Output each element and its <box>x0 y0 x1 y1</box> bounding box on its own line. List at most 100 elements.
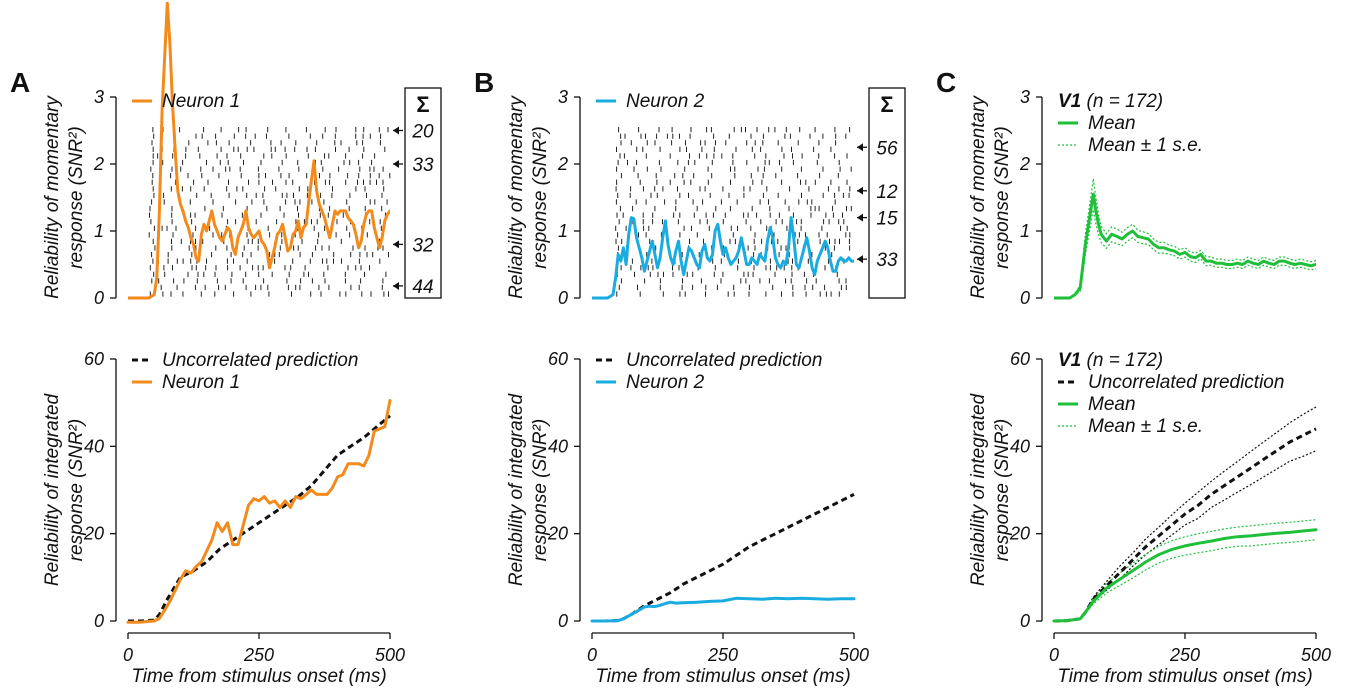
y-axis-label-b-top-line1: Reliability of momentary <box>506 95 527 299</box>
y-tick-label-b-bottom: 60 <box>548 349 568 369</box>
spike-count-box-a <box>404 87 442 299</box>
legend-header-c-top: V1 (n = 172) <box>1058 91 1163 112</box>
x-tick-label-c: 0 <box>1049 645 1059 665</box>
sigma-symbol-a: Σ <box>416 92 429 117</box>
x-tick-label-b: 250 <box>707 645 738 665</box>
series-line-c-bottom-5 <box>1053 539 1317 622</box>
x-axis-label-b: Time from stimulus onset (ms) <box>595 666 850 687</box>
y-tick-label-c-bottom: 60 <box>1010 349 1030 369</box>
spike-count-b-0: 56 <box>876 138 898 159</box>
count-arrowhead-a-1 <box>393 160 399 168</box>
legend-header-rest: (n = 172) <box>1081 91 1163 112</box>
x-tick-label-c: 250 <box>1169 645 1200 665</box>
y-tick-label-a-top: 0 <box>94 288 104 308</box>
y-tick-label-a-bottom: 60 <box>84 349 104 369</box>
count-arrowhead-b-0 <box>857 143 863 152</box>
series-line-b-top-0 <box>592 216 854 300</box>
axes-layer <box>110 87 1317 639</box>
y-tick-label-c-top: 2 <box>1019 154 1030 174</box>
y-tick-label-b-top: 0 <box>558 288 568 308</box>
legend-label-c-bottom-2: Mean ± 1 s.e. <box>1088 416 1203 437</box>
y-tick-label-b-bottom: 0 <box>558 611 568 631</box>
spike-rasters <box>148 127 852 297</box>
series-line-c-top-2 <box>1054 209 1316 299</box>
legend-header-bold: V1 <box>1058 350 1081 371</box>
y-tick-label-c-top: 3 <box>1020 87 1030 107</box>
count-arrowhead-b-1 <box>857 186 863 195</box>
series-line-c-top-1 <box>1054 178 1316 299</box>
spike-count-box-b <box>868 87 906 299</box>
sigma-symbol-b: Σ <box>880 92 893 117</box>
series-line-c-bottom-0 <box>1053 427 1317 623</box>
count-arrowhead-b-2 <box>857 213 863 222</box>
y-tick-label-b-top: 2 <box>557 154 568 174</box>
y-axis-label-c-top-line1: Reliability of momentary <box>968 95 989 299</box>
legend-label-c-bottom-0: Uncorrelated prediction <box>1088 372 1284 393</box>
series-line-c-top-0 <box>1054 192 1316 300</box>
series-line-b-bottom-0 <box>592 493 855 623</box>
y-tick-label-b-top: 3 <box>558 87 568 107</box>
y-axis-label-b-bottom-line2: response (SNR²) <box>530 419 551 562</box>
spike-count-a-1: 33 <box>412 155 434 176</box>
y-axis-label-a-top-line1: Reliability of momentary <box>42 95 63 299</box>
spike-count-a-0: 20 <box>411 122 434 143</box>
y-axis-label-a-top-line2: response (SNR²) <box>66 126 87 269</box>
y-tick-label-a-bottom: 40 <box>84 436 104 456</box>
legend-label-b-bottom-1: Neuron 2 <box>626 372 705 393</box>
legend-label-a-bottom-0: Uncorrelated prediction <box>162 350 358 371</box>
y-axis-label-c-bottom-line2: response (SNR²) <box>992 419 1013 562</box>
series-line-c-bottom-3 <box>1052 528 1318 623</box>
y-axis-label-a-bottom-line2: response (SNR²) <box>66 419 87 562</box>
spike-count-b-3: 33 <box>876 250 898 271</box>
y-axis-label-b-top-line2: response (SNR²) <box>530 126 551 269</box>
y-tick-label-c-top: 0 <box>1020 288 1030 308</box>
y-tick-label-a-bottom: 20 <box>83 524 104 544</box>
series-line-b-bottom-1 <box>590 596 856 623</box>
panel-letter-c: C <box>936 67 956 98</box>
legend-header-c-bottom: V1 (n = 172) <box>1058 350 1163 371</box>
y-axis-label-b-bottom-line1: Reliability of integrated <box>506 392 527 586</box>
legend-header-bold: V1 <box>1058 91 1081 112</box>
y-tick-label-b-bottom: 40 <box>548 436 568 456</box>
x-axis-label-c: Time from stimulus onset (ms) <box>1057 666 1312 687</box>
y-tick-label-a-bottom: 0 <box>94 611 104 631</box>
x-tick-label-b: 0 <box>587 645 597 665</box>
y-tick-label-a-top: 3 <box>94 87 104 107</box>
legend-label-a-top-0: Neuron 1 <box>162 91 240 112</box>
x-tick-label-a: 250 <box>243 645 274 665</box>
spike-count-b-2: 15 <box>876 209 898 230</box>
panel-letter-a: A <box>10 67 30 98</box>
x-tick-label-b: 500 <box>839 645 869 665</box>
y-tick-label-c-top: 1 <box>1020 221 1030 241</box>
spike-count-a-2: 32 <box>412 235 434 256</box>
y-axis-label-a-bottom-line1: Reliability of integrated <box>42 392 63 586</box>
count-arrowhead-a-3 <box>393 281 399 290</box>
y-tick-label-b-bottom: 20 <box>547 524 568 544</box>
y-axis-label-c-bottom-line1: Reliability of integrated <box>968 392 989 586</box>
count-arrowhead-a-0 <box>393 126 399 135</box>
series-line-a-bottom-1 <box>126 399 392 624</box>
y-axis-label-c-top-line2: response (SNR²) <box>992 126 1013 269</box>
panel-letter-b: B <box>474 67 494 98</box>
x-axis-label-a: Time from stimulus onset (ms) <box>131 666 386 687</box>
y-tick-label-c-bottom: 20 <box>1009 524 1030 544</box>
y-tick-label-a-top: 2 <box>93 154 104 174</box>
count-arrowhead-b-3 <box>857 255 863 264</box>
series-line-c-bottom-4 <box>1053 519 1317 622</box>
legend-label-a-bottom-1: Neuron 1 <box>162 372 240 393</box>
x-tick-label-a: 500 <box>375 645 405 665</box>
legend-label-b-top-0: Neuron 2 <box>626 91 705 112</box>
spike-count-b-1: 12 <box>876 182 898 203</box>
series-line-c-bottom-2 <box>1053 450 1317 622</box>
y-tick-label-b-top: 1 <box>558 221 568 241</box>
legend-label-b-bottom-0: Uncorrelated prediction <box>626 350 822 371</box>
spike-count-a-3: 44 <box>412 277 433 298</box>
legend-label-c-top-0: Mean <box>1088 113 1136 134</box>
series-line-a-bottom-0 <box>128 414 391 623</box>
x-tick-label-c: 500 <box>1301 645 1331 665</box>
legend-header-rest: (n = 172) <box>1081 350 1163 371</box>
y-tick-label-c-bottom: 0 <box>1020 611 1030 631</box>
legend-label-c-bottom-1: Mean <box>1088 394 1136 415</box>
